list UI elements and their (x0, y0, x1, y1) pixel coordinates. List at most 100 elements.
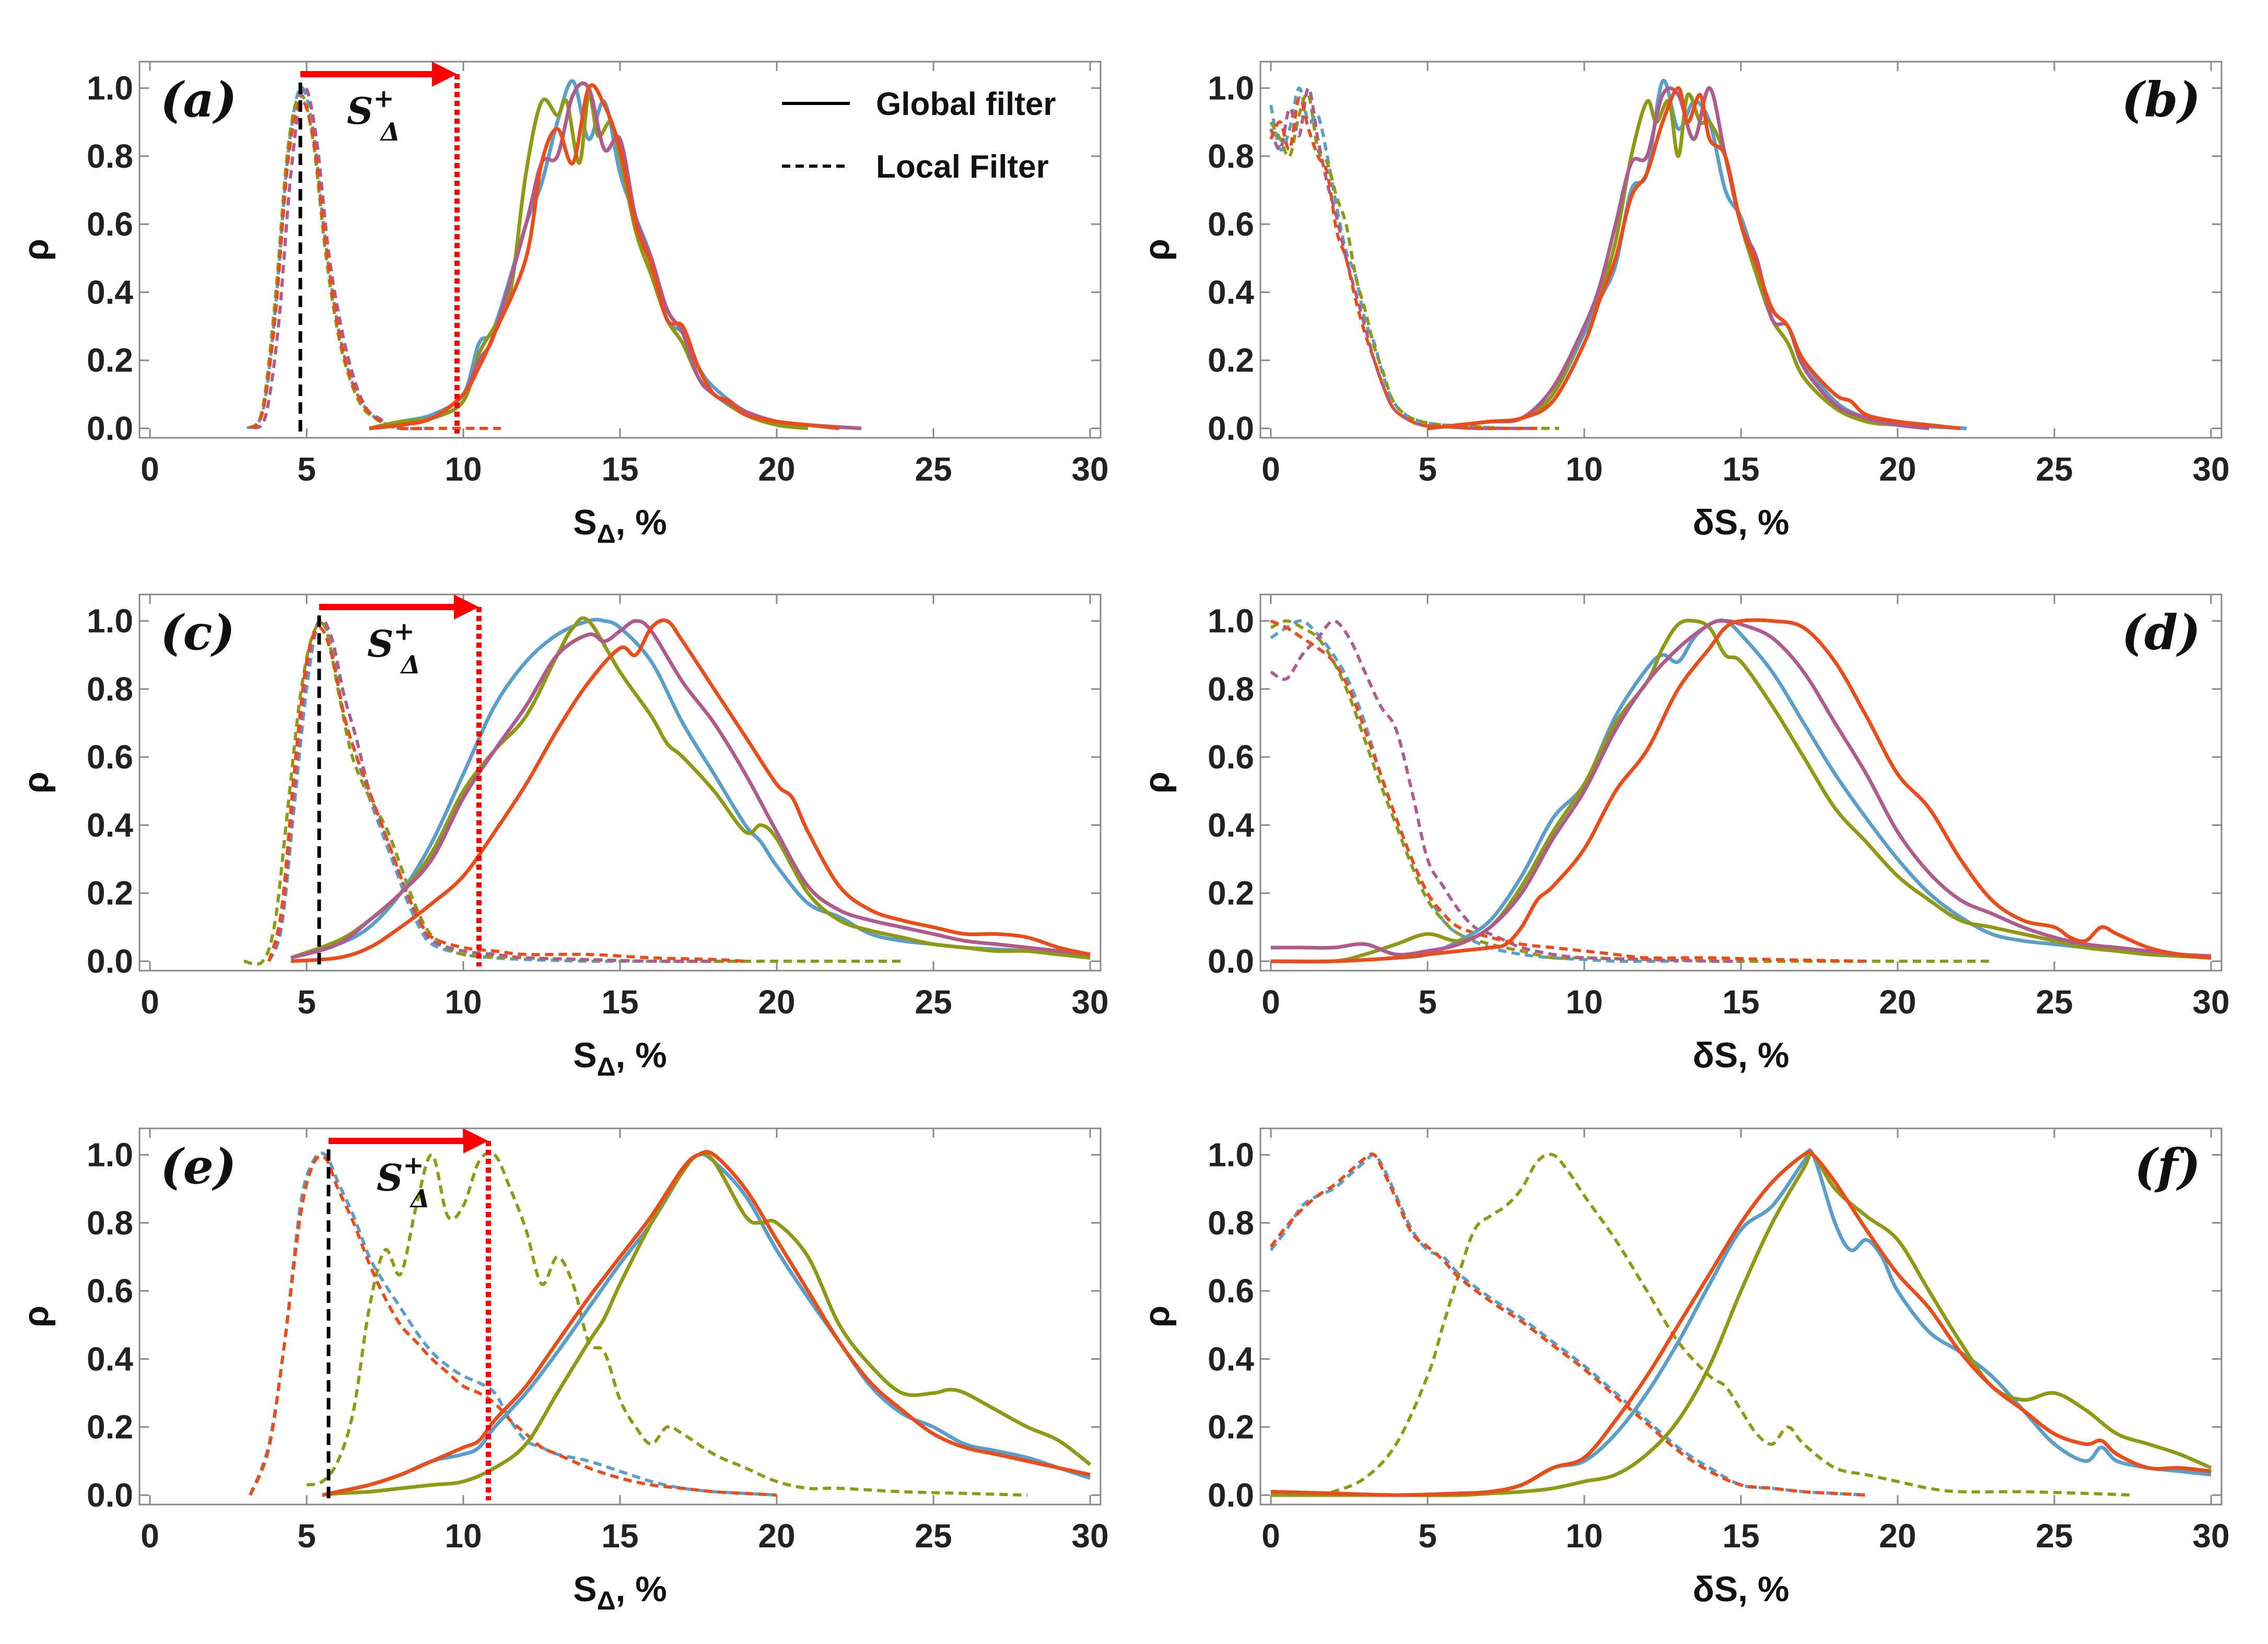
y-tick-label: 1.0 (87, 602, 133, 640)
x-tick-label: 20 (758, 450, 795, 488)
y-axis-label: ρ (16, 772, 56, 794)
y-tick-label: 0.0 (1208, 1476, 1254, 1514)
y-tick-label: 0.2 (1208, 342, 1254, 379)
global-filter-series-line (290, 618, 1091, 963)
panel-label: (a) (160, 72, 237, 128)
range-annotation-label: S+ Δ (347, 84, 400, 147)
local-filter-series-line (1269, 1153, 1867, 1497)
y-tick-label: 0.6 (1208, 205, 1254, 243)
x-tick-label: 25 (2036, 1517, 2073, 1555)
global-filter-series-line (1427, 86, 1961, 430)
global-filter-series-line (1271, 619, 2212, 958)
x-tick-label: 0 (1261, 983, 1280, 1021)
panel-label: (b) (2122, 72, 2201, 128)
x-tick-label: 5 (1418, 450, 1437, 488)
x-tick-label: 15 (601, 983, 638, 1021)
y-axis-label: ρ (1137, 772, 1177, 794)
local-filter-series-line (1270, 619, 1992, 963)
panel-label: (c) (160, 604, 235, 661)
y-tick-label: 0.0 (1208, 410, 1254, 447)
local-filter-series-line (1269, 86, 1538, 430)
panel-d: 0 5 10 15 20 25 30 0.0 0.2 0.4 0.6 0.8 1.0 ρ δS, % (d) (1137, 593, 2230, 1075)
global-filter-series-line (1270, 1148, 2212, 1497)
x-tick-label: 0 (141, 450, 159, 488)
legend-local-label: Local Filter (876, 149, 1049, 185)
x-tick-label: 10 (445, 983, 482, 1021)
y-tick-label: 0.6 (1208, 1272, 1254, 1310)
x-tick-label: 0 (141, 983, 159, 1021)
x-tick-label: 10 (445, 450, 482, 488)
range-arrow-head (432, 62, 457, 87)
plot-frame (1259, 593, 2223, 972)
local-filter-series-line (267, 618, 745, 963)
local-filter-series-line (1269, 92, 1559, 430)
x-tick-label: 30 (2192, 983, 2229, 1021)
plot-frame (138, 1127, 1102, 1506)
global-filter-series-line (1270, 619, 2212, 964)
global-filter-series-line (322, 1151, 1092, 1497)
y-tick-label: 0.8 (1208, 670, 1254, 708)
global-filter-series-line (1270, 618, 2212, 963)
global-filter-series-line (290, 616, 1091, 960)
y-tick-label: 0.8 (87, 137, 133, 175)
x-tick-label: 25 (915, 1517, 952, 1555)
y-axis-label: ρ (16, 239, 56, 261)
y-tick-label: 0.4 (1208, 273, 1254, 311)
panel-label: (d) (2122, 604, 2201, 661)
y-tick-label: 0.0 (1208, 942, 1254, 980)
y-tick-label: 0.0 (87, 1476, 133, 1514)
y-tick-label: 0.4 (87, 273, 133, 311)
y-tick-label: 0.8 (87, 1204, 133, 1242)
y-tick-label: 0.8 (87, 670, 133, 708)
local-filter-series-line (249, 93, 432, 430)
x-tick-label: 5 (1418, 1517, 1437, 1555)
local-filter-series-line (1270, 619, 1867, 963)
x-tick-label: 15 (1722, 450, 1759, 488)
x-tick-label: 20 (758, 1517, 795, 1555)
panel-a: 0 5 10 15 20 25 30 0.0 0.2 0.4 0.6 0.8 1.0 ρ SΔ, % (a) S… (16, 61, 1109, 549)
panel-b: 0 5 10 15 20 25 30 0.0 0.2 0.4 0.6 0.8 1.0 ρ δS, % (b) (1137, 61, 2230, 542)
local-filter-series-line (267, 626, 746, 963)
x-tick-label: 10 (445, 1517, 482, 1555)
y-tick-label: 0.2 (1208, 875, 1254, 912)
local-filter-series-line (1269, 1152, 1867, 1497)
global-filter-series-line (322, 1152, 1091, 1497)
y-tick-label: 0.2 (87, 342, 133, 379)
y-tick-label: 0.6 (87, 1272, 133, 1310)
local-filter-series-line (1269, 86, 1537, 430)
local-filter-series-line (243, 621, 902, 966)
x-tick-label: 0 (1261, 450, 1280, 488)
y-tick-label: 0.2 (1208, 1408, 1254, 1446)
y-tick-label: 0.4 (87, 1340, 133, 1378)
local-filter-series-line (1269, 96, 1537, 430)
local-filter-series-line (1270, 619, 1741, 963)
local-filter-series-line (249, 1155, 777, 1497)
range-annotation-label: S+ Δ (367, 617, 420, 680)
x-tick-label: 0 (1261, 1517, 1280, 1555)
y-tick-label: 1.0 (87, 1136, 133, 1174)
x-axis-label: SΔ, % (573, 503, 667, 549)
x-tick-label: 20 (1879, 983, 1916, 1021)
x-tick-label: 30 (2192, 450, 2229, 488)
x-axis-label: δS, % (1693, 503, 1790, 542)
y-tick-label: 0.4 (1208, 806, 1254, 844)
x-axis-label: SΔ, % (573, 1035, 667, 1081)
local-filter-series-line (306, 1151, 1028, 1497)
x-axis-label: δS, % (1693, 1035, 1790, 1075)
y-tick-label: 0.0 (87, 410, 133, 447)
x-tick-label: 15 (1722, 1517, 1759, 1555)
x-tick-label: 20 (758, 983, 795, 1021)
x-tick-label: 5 (1418, 983, 1437, 1021)
x-tick-label: 30 (1071, 1517, 1108, 1555)
x-tick-label: 5 (297, 983, 316, 1021)
plot-frame (138, 593, 1102, 972)
global-filter-series-line (1427, 92, 1930, 430)
x-tick-label: 25 (915, 450, 952, 488)
global-filter-series-line (369, 83, 840, 430)
y-tick-label: 0.2 (87, 875, 133, 912)
y-axis-label: ρ (1137, 1305, 1177, 1327)
y-tick-label: 0.4 (87, 806, 133, 844)
x-tick-label: 10 (1565, 450, 1603, 488)
local-filter-series-line (1317, 1152, 2133, 1497)
y-tick-label: 0.6 (1208, 738, 1254, 776)
